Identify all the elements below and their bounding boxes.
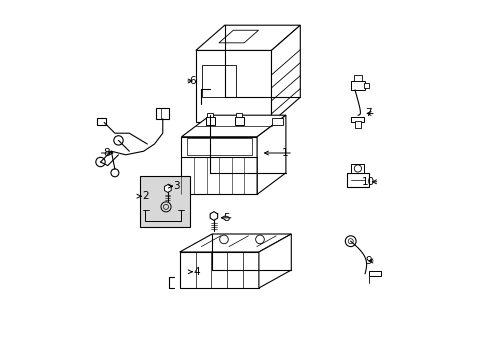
Bar bbox=[353, 75, 362, 81]
Bar bbox=[351, 117, 364, 122]
Bar bbox=[368, 271, 381, 276]
Bar bbox=[156, 108, 168, 119]
Bar bbox=[346, 173, 368, 187]
Bar bbox=[205, 117, 214, 125]
Polygon shape bbox=[210, 212, 217, 220]
Polygon shape bbox=[257, 115, 285, 194]
Text: 4: 4 bbox=[193, 267, 199, 277]
Bar bbox=[140, 176, 190, 227]
Text: 7: 7 bbox=[364, 108, 371, 118]
Text: 1: 1 bbox=[282, 148, 288, 158]
Bar bbox=[271, 118, 282, 125]
Polygon shape bbox=[181, 137, 257, 194]
Polygon shape bbox=[196, 25, 300, 50]
Text: 6: 6 bbox=[189, 76, 196, 86]
Text: 10: 10 bbox=[361, 177, 374, 187]
Bar bbox=[354, 121, 360, 128]
Polygon shape bbox=[179, 234, 291, 252]
Polygon shape bbox=[196, 50, 271, 122]
Polygon shape bbox=[179, 252, 258, 288]
Bar bbox=[186, 138, 251, 155]
Polygon shape bbox=[258, 234, 291, 288]
Bar bbox=[202, 65, 236, 97]
Bar bbox=[236, 113, 242, 117]
Polygon shape bbox=[181, 115, 285, 137]
Bar bbox=[97, 118, 106, 125]
Text: 2: 2 bbox=[142, 191, 149, 201]
Text: 5: 5 bbox=[223, 213, 229, 223]
Bar bbox=[351, 164, 364, 173]
Bar bbox=[207, 113, 213, 117]
Polygon shape bbox=[271, 25, 300, 122]
Text: 9: 9 bbox=[364, 256, 371, 266]
Bar bbox=[364, 83, 368, 88]
Bar bbox=[350, 81, 365, 90]
Bar bbox=[234, 117, 243, 125]
Text: 3: 3 bbox=[173, 181, 180, 191]
Polygon shape bbox=[164, 185, 171, 193]
Text: 8: 8 bbox=[103, 148, 109, 158]
